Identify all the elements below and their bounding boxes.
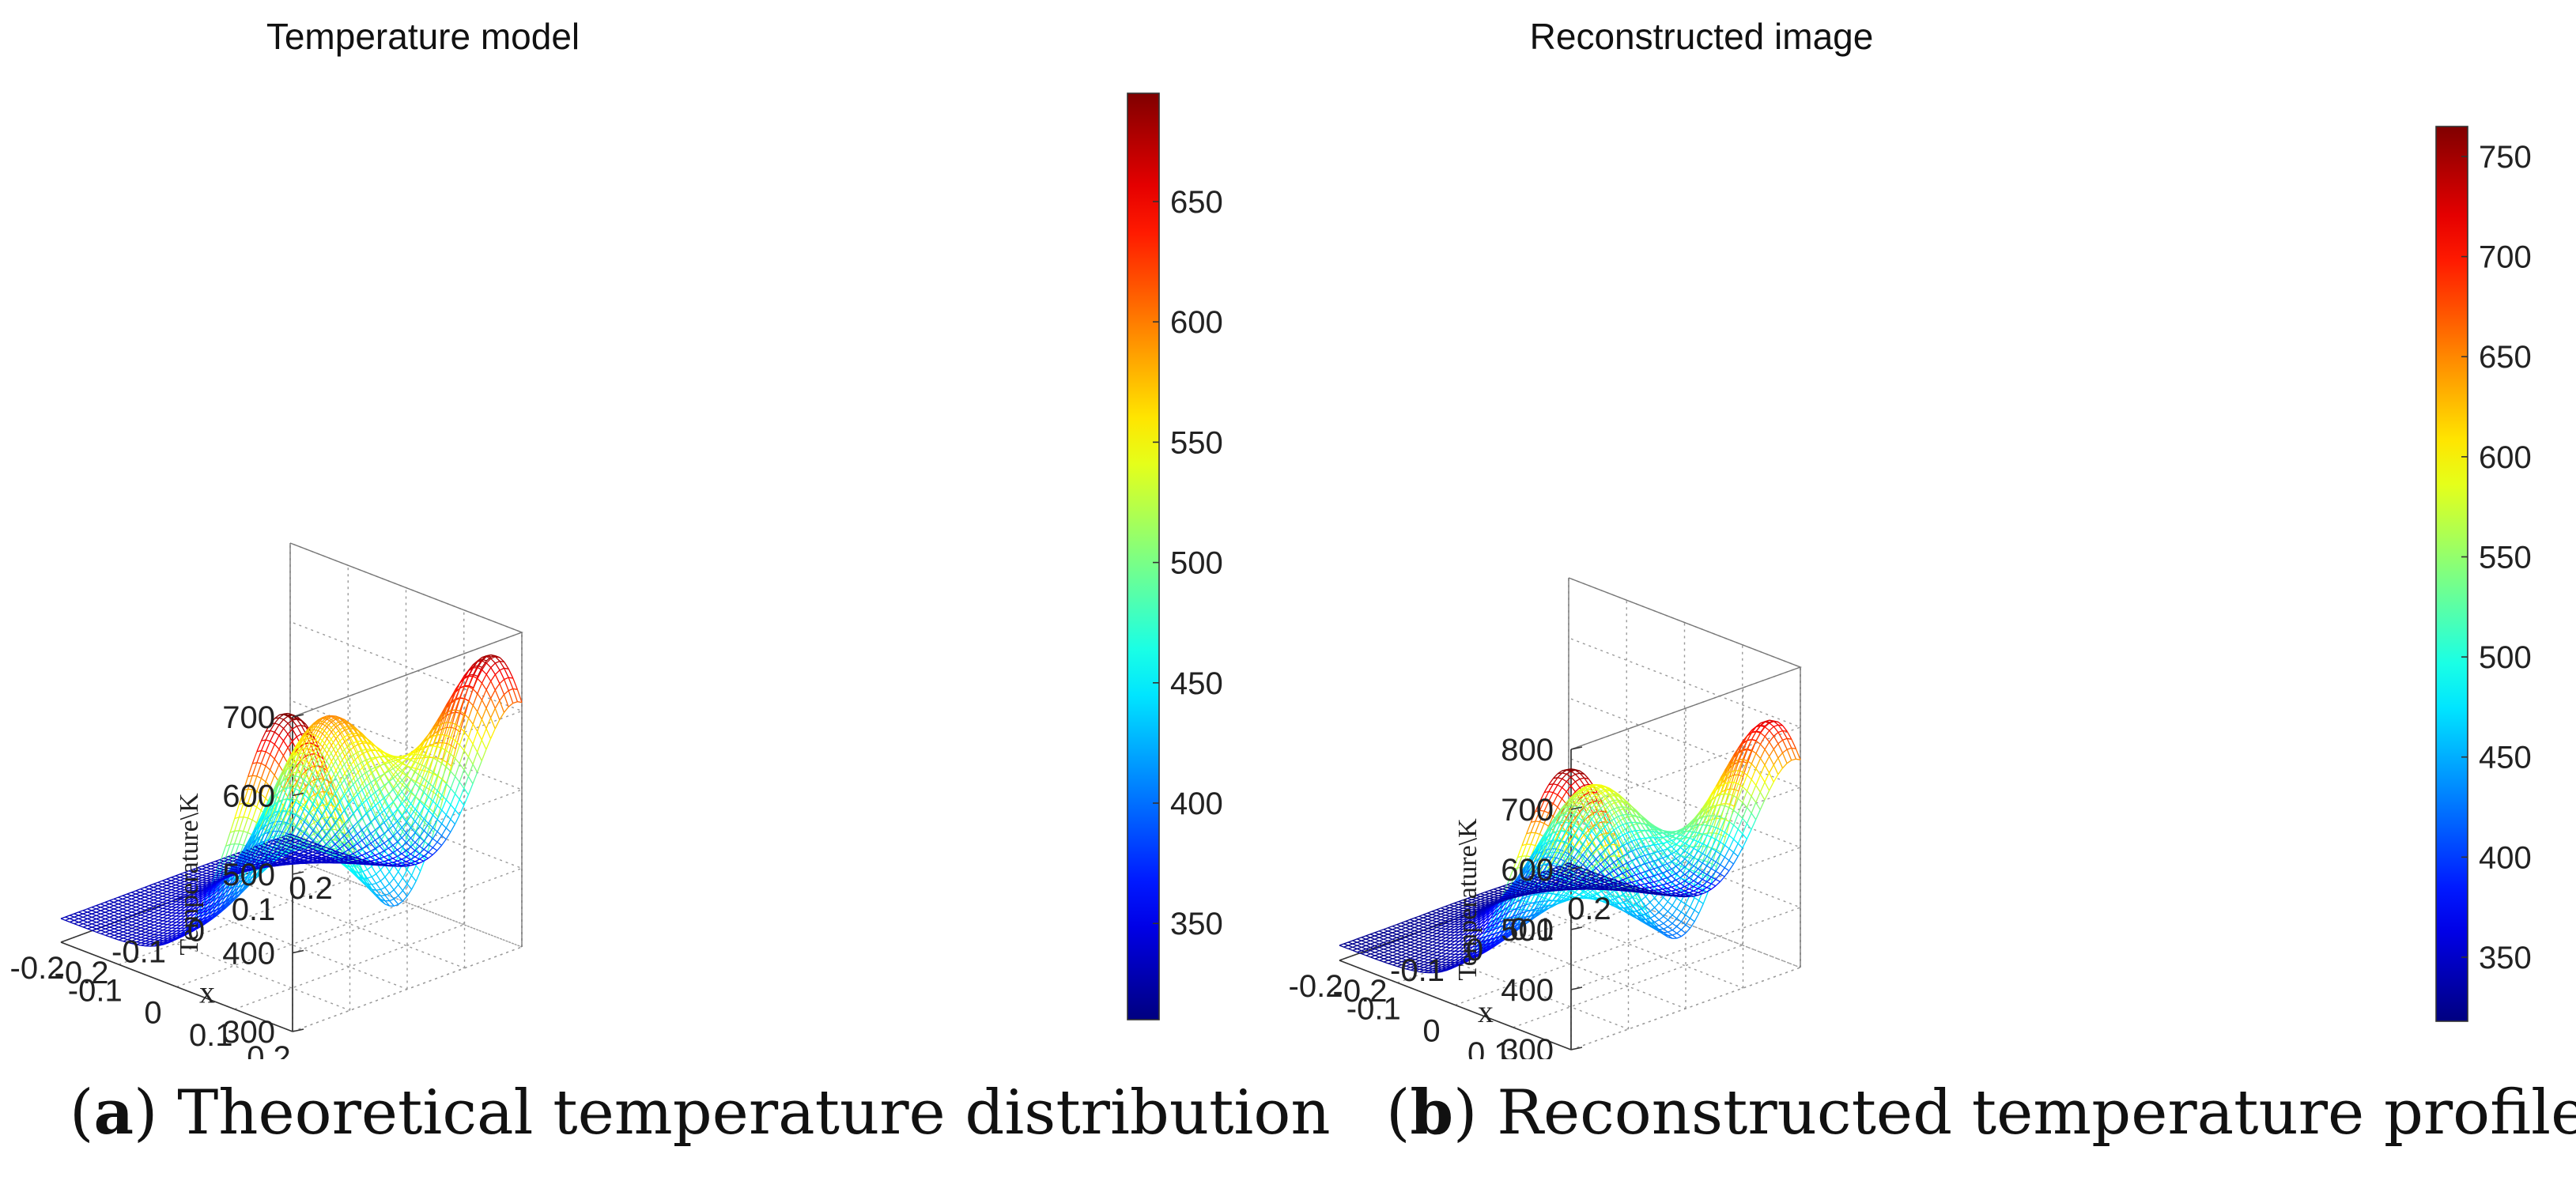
x-axis-label: x xyxy=(1478,994,1494,1029)
z-tick-label: 300 xyxy=(1501,1033,1554,1059)
caption-a: (a) Theoretical temperature distribution xyxy=(70,1077,1331,1149)
z-tick-label: 500 xyxy=(222,858,275,892)
colorbar-tick-label: 700 xyxy=(2479,240,2532,275)
z-tick-label: 400 xyxy=(222,937,275,971)
y-tick-label: 0.1 xyxy=(189,1018,233,1053)
colorbar-tick-label: 550 xyxy=(1170,425,1223,460)
caption-a-label: a xyxy=(93,1077,134,1149)
colorbar-tick-label: 650 xyxy=(1170,185,1223,220)
z-tick-label: 600 xyxy=(222,779,275,814)
colorbar-tick-label: 750 xyxy=(2479,140,2532,175)
grid-line xyxy=(1455,922,1685,1006)
colorbar-tick-label: 500 xyxy=(2479,640,2532,675)
surface-plot-a: 300400500600700-0.2-0.100.10.2-0.2-0.100… xyxy=(10,16,1223,1059)
z-tick xyxy=(292,949,304,954)
x-tick-label: -0.2 xyxy=(1333,974,1388,1009)
colorbar-tick-label: 600 xyxy=(1170,305,1223,340)
y-axis-line xyxy=(60,941,293,1032)
z-tick-label: 700 xyxy=(222,700,275,735)
y-tick-label: -0.2 xyxy=(1289,969,1343,1004)
chart-title: Temperature model xyxy=(266,16,580,57)
x-tick-label: 0.1 xyxy=(1510,912,1554,947)
z-tick-label: 300 xyxy=(222,1015,275,1050)
colorbar-b: 350 400 450 500 550 600 650 700 750 xyxy=(2435,126,2532,1022)
colorbar-tick-label: 450 xyxy=(2479,741,2532,775)
axis-edge xyxy=(289,542,523,718)
x-tick-label: -0.1 xyxy=(111,934,166,969)
z-tick-label: 700 xyxy=(1501,793,1554,828)
colorbar-tick-label: 400 xyxy=(1170,786,1223,821)
y-tick-label: -0.1 xyxy=(1347,991,1401,1026)
x-tick-label: 0.2 xyxy=(1567,892,1611,926)
colorbar-tick-label: 350 xyxy=(2479,941,2532,975)
colorbar-tick-label: 650 xyxy=(2479,340,2532,375)
z-tick xyxy=(292,792,304,797)
grid-line xyxy=(292,946,523,1032)
grid-line xyxy=(1570,967,1801,1051)
surface-mesh-a xyxy=(60,654,523,947)
chart-title: Reconstructed image xyxy=(1530,16,1874,57)
caption-b-text: Reconstructed temperature profile xyxy=(1477,1077,2576,1149)
z-tick xyxy=(1570,866,1583,870)
y-tick-label: -0.1 xyxy=(68,973,123,1008)
caption-b-label: b xyxy=(1410,1077,1453,1149)
z-axis-label: Temperature\K xyxy=(1453,818,1483,981)
x-axis-label: x xyxy=(199,975,215,1010)
caption-a-text: Theoretical temperature distribution xyxy=(157,1077,1331,1149)
caption-b: (b) Reconstructed temperature profile xyxy=(1386,1066,2576,1160)
z-tick-label: 600 xyxy=(1501,853,1554,888)
z-tick xyxy=(1570,986,1583,990)
y-tick-label: -0.2 xyxy=(10,951,65,986)
colorbar-a: 350 400 450 500 550 600 650 xyxy=(1127,92,1223,1020)
z-tick xyxy=(292,714,304,718)
colorbar-tick-label: 350 xyxy=(1170,907,1223,941)
grid-line xyxy=(1513,945,1743,1028)
x-tick-label: -0.1 xyxy=(1390,953,1445,988)
surface-plot-b: 300400500600700800-0.2-0.100.10.2-0.2-0.… xyxy=(1289,16,2532,1059)
axis-edge xyxy=(1568,577,1803,750)
z-tick-label: 400 xyxy=(1501,973,1554,1008)
colorbar-tick-label: 450 xyxy=(1170,666,1223,701)
z-tick xyxy=(292,871,304,875)
y-axis-line xyxy=(1339,960,1572,1051)
z-tick-label: 800 xyxy=(1501,733,1554,768)
y-tick-label: 0.2 xyxy=(247,1040,291,1059)
x-tick-label: 0.2 xyxy=(289,871,333,906)
panel-b: 300 400 500 600 700 800 -0.2 -0.1 0 0.1 0.2 -0.2 -0.… xyxy=(1288,0,2576,1192)
colorbar-bar xyxy=(1127,92,1160,1020)
y-tick-label: 0 xyxy=(1422,1014,1440,1049)
colorbar-tick-label: 400 xyxy=(2479,840,2532,875)
grid-line xyxy=(176,901,406,988)
z-tick xyxy=(292,1028,304,1032)
z-tick xyxy=(1570,746,1583,750)
colorbar-tick-label: 550 xyxy=(2479,540,2532,575)
colorbar-tick-label: 600 xyxy=(2479,440,2532,475)
y-tick-label: 0 xyxy=(144,996,161,1031)
grid-line xyxy=(234,924,464,1010)
colorbar-bar xyxy=(2435,126,2468,1022)
x-tick-label: -0.2 xyxy=(55,956,109,990)
z-tick xyxy=(1570,926,1583,930)
panel-a: 300 400 500 600 700 -0.2 -0.1 0 0.1 0.2 -0.2 -0.1 0 0… xyxy=(10,16,1331,1149)
colorbar-tick-label: 500 xyxy=(1170,546,1223,581)
y-tick-label: 0.2 xyxy=(1525,1058,1569,1059)
x-tick-label: 0.1 xyxy=(232,892,276,927)
z-tick xyxy=(1570,806,1583,810)
surface-mesh-b xyxy=(1339,719,1801,974)
x-tick-label: 0 xyxy=(187,914,205,949)
z-tick xyxy=(1570,1047,1583,1051)
grid-line xyxy=(119,879,349,965)
z-axis-label: Temperature\K xyxy=(175,793,204,956)
y-tick-label: 0.1 xyxy=(1467,1036,1512,1059)
x-tick-label: 0 xyxy=(1466,933,1483,968)
z-tick-label: 500 xyxy=(1501,913,1554,948)
grid-line xyxy=(1397,900,1627,983)
